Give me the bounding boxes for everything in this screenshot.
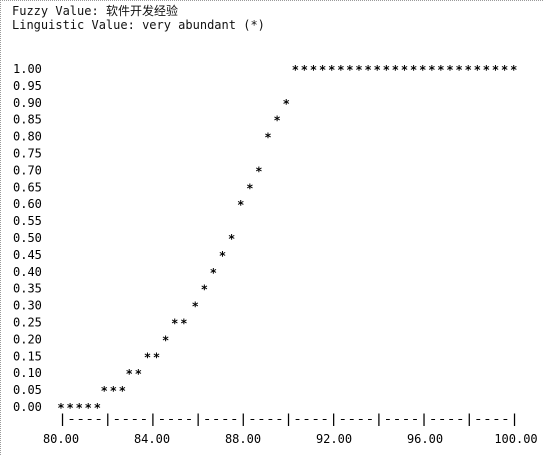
y-tick-label: 0.00 bbox=[13, 400, 42, 414]
y-tick-label: 0.15 bbox=[13, 349, 42, 363]
y-tick-label: 0.70 bbox=[13, 163, 42, 177]
x-tick-label: 80.00 bbox=[43, 432, 79, 446]
data-point: * bbox=[428, 63, 435, 77]
data-point: * bbox=[255, 164, 262, 178]
y-tick-label: 0.50 bbox=[13, 231, 42, 245]
x-axis-line: |----|----|----|----|----|----|----|----… bbox=[58, 412, 519, 426]
data-point: * bbox=[465, 63, 472, 77]
data-point: * bbox=[446, 63, 453, 77]
y-tick-label: 1.00 bbox=[13, 62, 42, 76]
linguistic-value-label: Linguistic Value: bbox=[12, 18, 135, 32]
data-point: * bbox=[135, 367, 142, 381]
data-point: * bbox=[337, 63, 344, 77]
y-tick-label: 0.30 bbox=[13, 299, 42, 313]
data-point: * bbox=[85, 401, 92, 415]
data-point: * bbox=[76, 401, 83, 415]
fuzzy-value-label: Fuzzy Value: bbox=[12, 4, 99, 18]
data-point: * bbox=[501, 63, 508, 77]
data-point: * bbox=[365, 63, 372, 77]
data-point: * bbox=[101, 384, 108, 398]
x-tick-label: 96.00 bbox=[407, 432, 443, 446]
y-tick-label: 0.40 bbox=[13, 265, 42, 279]
data-point: * bbox=[180, 317, 187, 331]
y-tick-label: 0.90 bbox=[13, 96, 42, 110]
y-tick-label: 0.55 bbox=[13, 214, 42, 228]
data-point: * bbox=[437, 63, 444, 77]
y-tick-label: 0.60 bbox=[13, 197, 42, 211]
data-point: * bbox=[301, 63, 308, 77]
data-marks: * * * * ** * ** ** *** ************* * * * * * * * * * * * * *… bbox=[57, 63, 517, 415]
data-point: * bbox=[246, 181, 253, 195]
data-point: * bbox=[319, 63, 326, 77]
data-point: * bbox=[110, 384, 117, 398]
y-tick-label: 0.25 bbox=[13, 316, 42, 330]
y-tick-label: 0.20 bbox=[13, 332, 42, 346]
y-tick-label: 0.35 bbox=[13, 282, 42, 296]
data-point: * bbox=[392, 63, 399, 77]
x-tick-label: 84.00 bbox=[134, 432, 170, 446]
y-tick-labels: 1.00 0.95 0.90 0.85 0.80 0.75 0.70 0.65 0.60 0.55… bbox=[13, 62, 42, 414]
x-tick-label: 92.00 bbox=[316, 432, 352, 446]
data-point: * bbox=[237, 198, 244, 212]
y-tick-label: 0.95 bbox=[13, 79, 42, 93]
data-point: * bbox=[310, 63, 317, 77]
y-tick-label: 0.45 bbox=[13, 248, 42, 262]
data-point: * bbox=[283, 97, 290, 111]
x-tick-label: 100.00 bbox=[494, 432, 537, 446]
y-tick-label: 0.05 bbox=[13, 383, 42, 397]
data-point: * bbox=[171, 317, 178, 331]
data-point: * bbox=[228, 232, 235, 246]
data-point: * bbox=[153, 350, 160, 364]
data-point: * bbox=[274, 114, 281, 128]
data-point: * bbox=[192, 300, 199, 314]
data-point: * bbox=[219, 249, 226, 263]
linguistic-symbol: (*) bbox=[243, 18, 265, 32]
x-tick-labels: 80.00 84.00 88.00 92.00 96.00 100.00 bbox=[43, 432, 538, 446]
linguistic-value-text: very abundant bbox=[142, 18, 236, 32]
data-point: * bbox=[492, 63, 499, 77]
y-tick-label: 0.10 bbox=[13, 366, 42, 380]
y-tick-label: 0.75 bbox=[13, 147, 42, 161]
data-point: * bbox=[264, 131, 271, 145]
data-point: * bbox=[510, 63, 517, 77]
data-point: * bbox=[474, 63, 481, 77]
data-point: * bbox=[374, 63, 381, 77]
y-tick-label: 0.80 bbox=[13, 130, 42, 144]
data-point: * bbox=[383, 63, 390, 77]
data-point: * bbox=[210, 266, 217, 280]
data-point: * bbox=[94, 401, 101, 415]
x-tick-label: 88.00 bbox=[225, 432, 261, 446]
data-point: * bbox=[410, 63, 417, 77]
fuzzy-value-header: Fuzzy Value: 软件开发经验 bbox=[12, 5, 178, 18]
data-point: * bbox=[126, 367, 133, 381]
data-point: * bbox=[292, 63, 299, 77]
y-tick-label: 0.65 bbox=[13, 180, 42, 194]
data-point: * bbox=[66, 401, 73, 415]
data-point: * bbox=[201, 283, 208, 297]
y-tick-label: 0.85 bbox=[13, 113, 42, 127]
data-point: * bbox=[483, 63, 490, 77]
fuzzy-value-text: 软件开发经验 bbox=[105, 4, 178, 18]
data-point: * bbox=[456, 63, 463, 77]
data-point: * bbox=[119, 384, 126, 398]
data-point: * bbox=[346, 63, 353, 77]
data-point: * bbox=[162, 333, 169, 347]
data-point: * bbox=[328, 63, 335, 77]
linguistic-value-header: Linguistic Value: very abundant (*) bbox=[12, 19, 265, 32]
data-point: * bbox=[355, 63, 362, 77]
data-point: * bbox=[401, 63, 408, 77]
data-point: * bbox=[144, 350, 151, 364]
data-point: * bbox=[57, 401, 64, 415]
data-point: * bbox=[419, 63, 426, 77]
